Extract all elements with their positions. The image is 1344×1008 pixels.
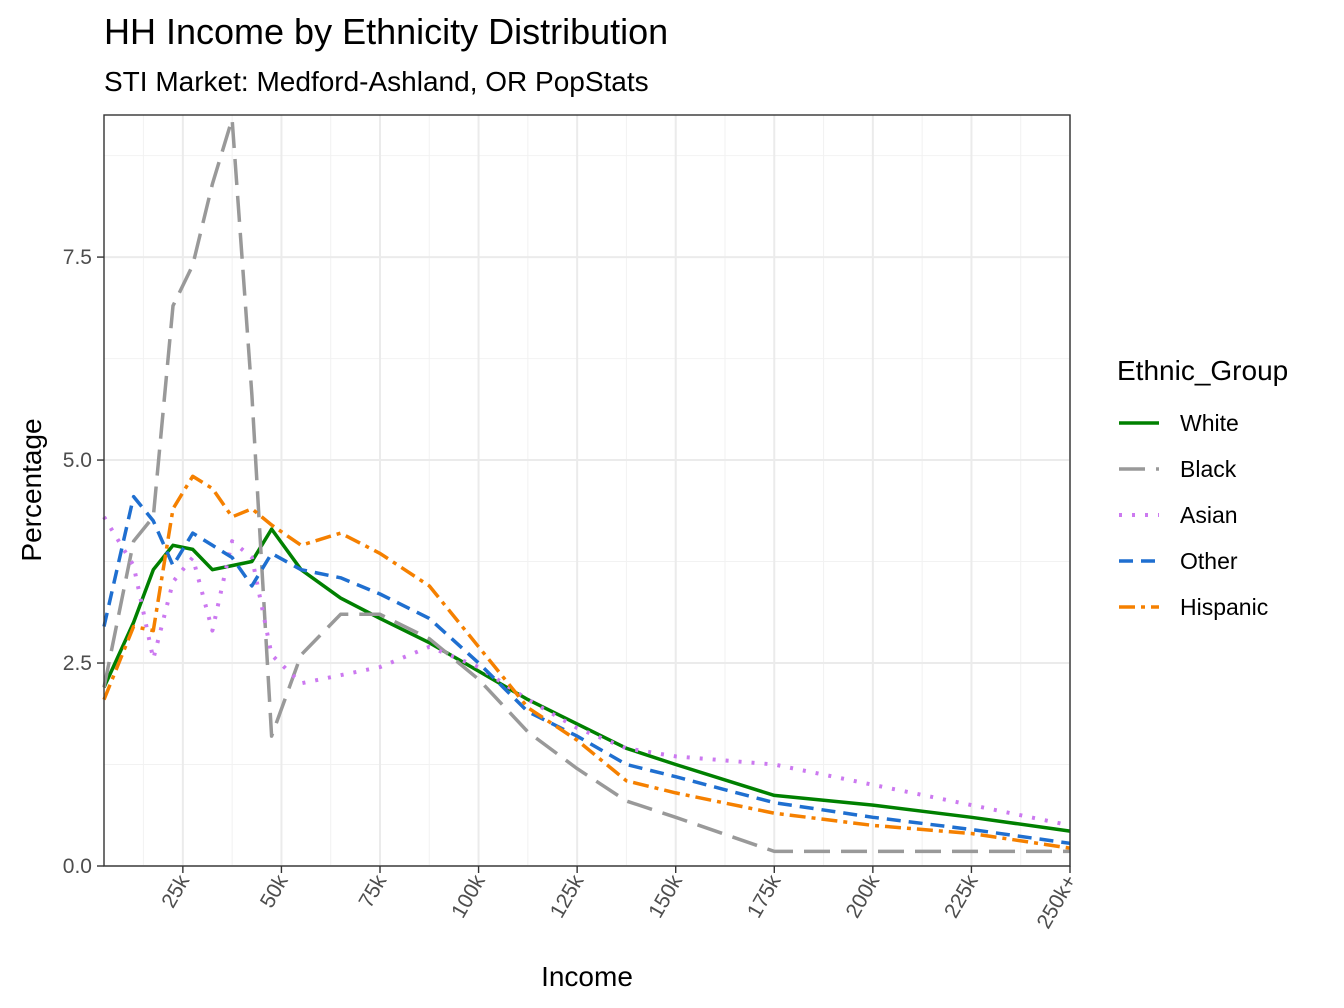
legend-label-other: Other [1180,548,1238,574]
x-tick-label: 125k [546,871,589,922]
y-tick-label: 7.5 [63,246,92,269]
y-axis: 0.0 2.5 5.0 7.5 [63,246,104,878]
chart-title: HH Income by Ethnicity Distribution [104,11,668,52]
legend-label-asian: Asian [1180,502,1238,528]
x-tick-label: 225k [940,871,983,922]
x-tick-label: 100k [447,871,490,922]
x-tick-label: 175k [743,871,786,922]
chart-subtitle: STI Market: Medford-Ashland, OR PopStats [104,66,649,97]
legend-label-hispanic: Hispanic [1180,594,1268,620]
x-tick-label: 25k [157,871,194,912]
series-line-other [102,494,1071,846]
legend: Ethnic_Group White Black Asian Other Hispani… [1117,355,1288,620]
y-tick-label: 2.5 [63,652,92,675]
legend-title: Ethnic_Group [1117,355,1288,386]
legend-items: White Black Asian Other Hispanic [1119,410,1268,620]
y-axis-title: Percentage [16,418,47,561]
series-line-asian [102,515,1071,828]
panel-background [104,115,1070,866]
x-axis-title: Income [541,961,633,992]
plot-panel [102,114,1071,867]
x-tick-label: 200k [841,871,884,922]
series-line-white [102,527,1071,833]
legend-label-black: Black [1180,456,1237,482]
x-tick-label: 150k [644,871,687,922]
x-tick-label: 50k [256,871,293,912]
x-axis: 25k 50k 75k 100k 125k 150k 175k 200k 225k 250k+ [157,866,1081,933]
panel-border [103,114,1071,867]
series-line-black [102,117,1070,854]
y-tick-label: 0.0 [63,855,92,878]
x-tick-label: 250k+ [1033,871,1082,933]
x-tick-label: 75k [354,871,391,912]
legend-label-white: White [1180,410,1239,436]
y-tick-label: 5.0 [63,449,92,472]
series-lines [102,117,1071,854]
